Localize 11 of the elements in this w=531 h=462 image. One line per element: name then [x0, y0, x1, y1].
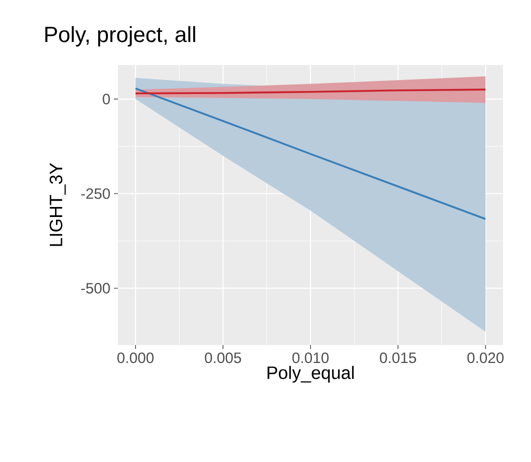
x-tick-label: 0.015	[380, 352, 416, 364]
x-tick-label: 0.005	[204, 352, 242, 364]
x-tick-label: 0.010	[292, 352, 329, 364]
chart-title: Poly, project, all	[45, 26, 196, 47]
x-tick-label: 0.020	[467, 352, 504, 364]
y-tick-label: -500	[81, 282, 110, 294]
y-tick-label: 0	[102, 94, 110, 104]
x-tick-label: 0.000	[117, 352, 154, 364]
x-axis-title: Poly_equal	[268, 366, 354, 383]
y-axis-title: LIGHT_3Y	[50, 163, 66, 246]
y-tick-label: -250	[81, 188, 110, 199]
